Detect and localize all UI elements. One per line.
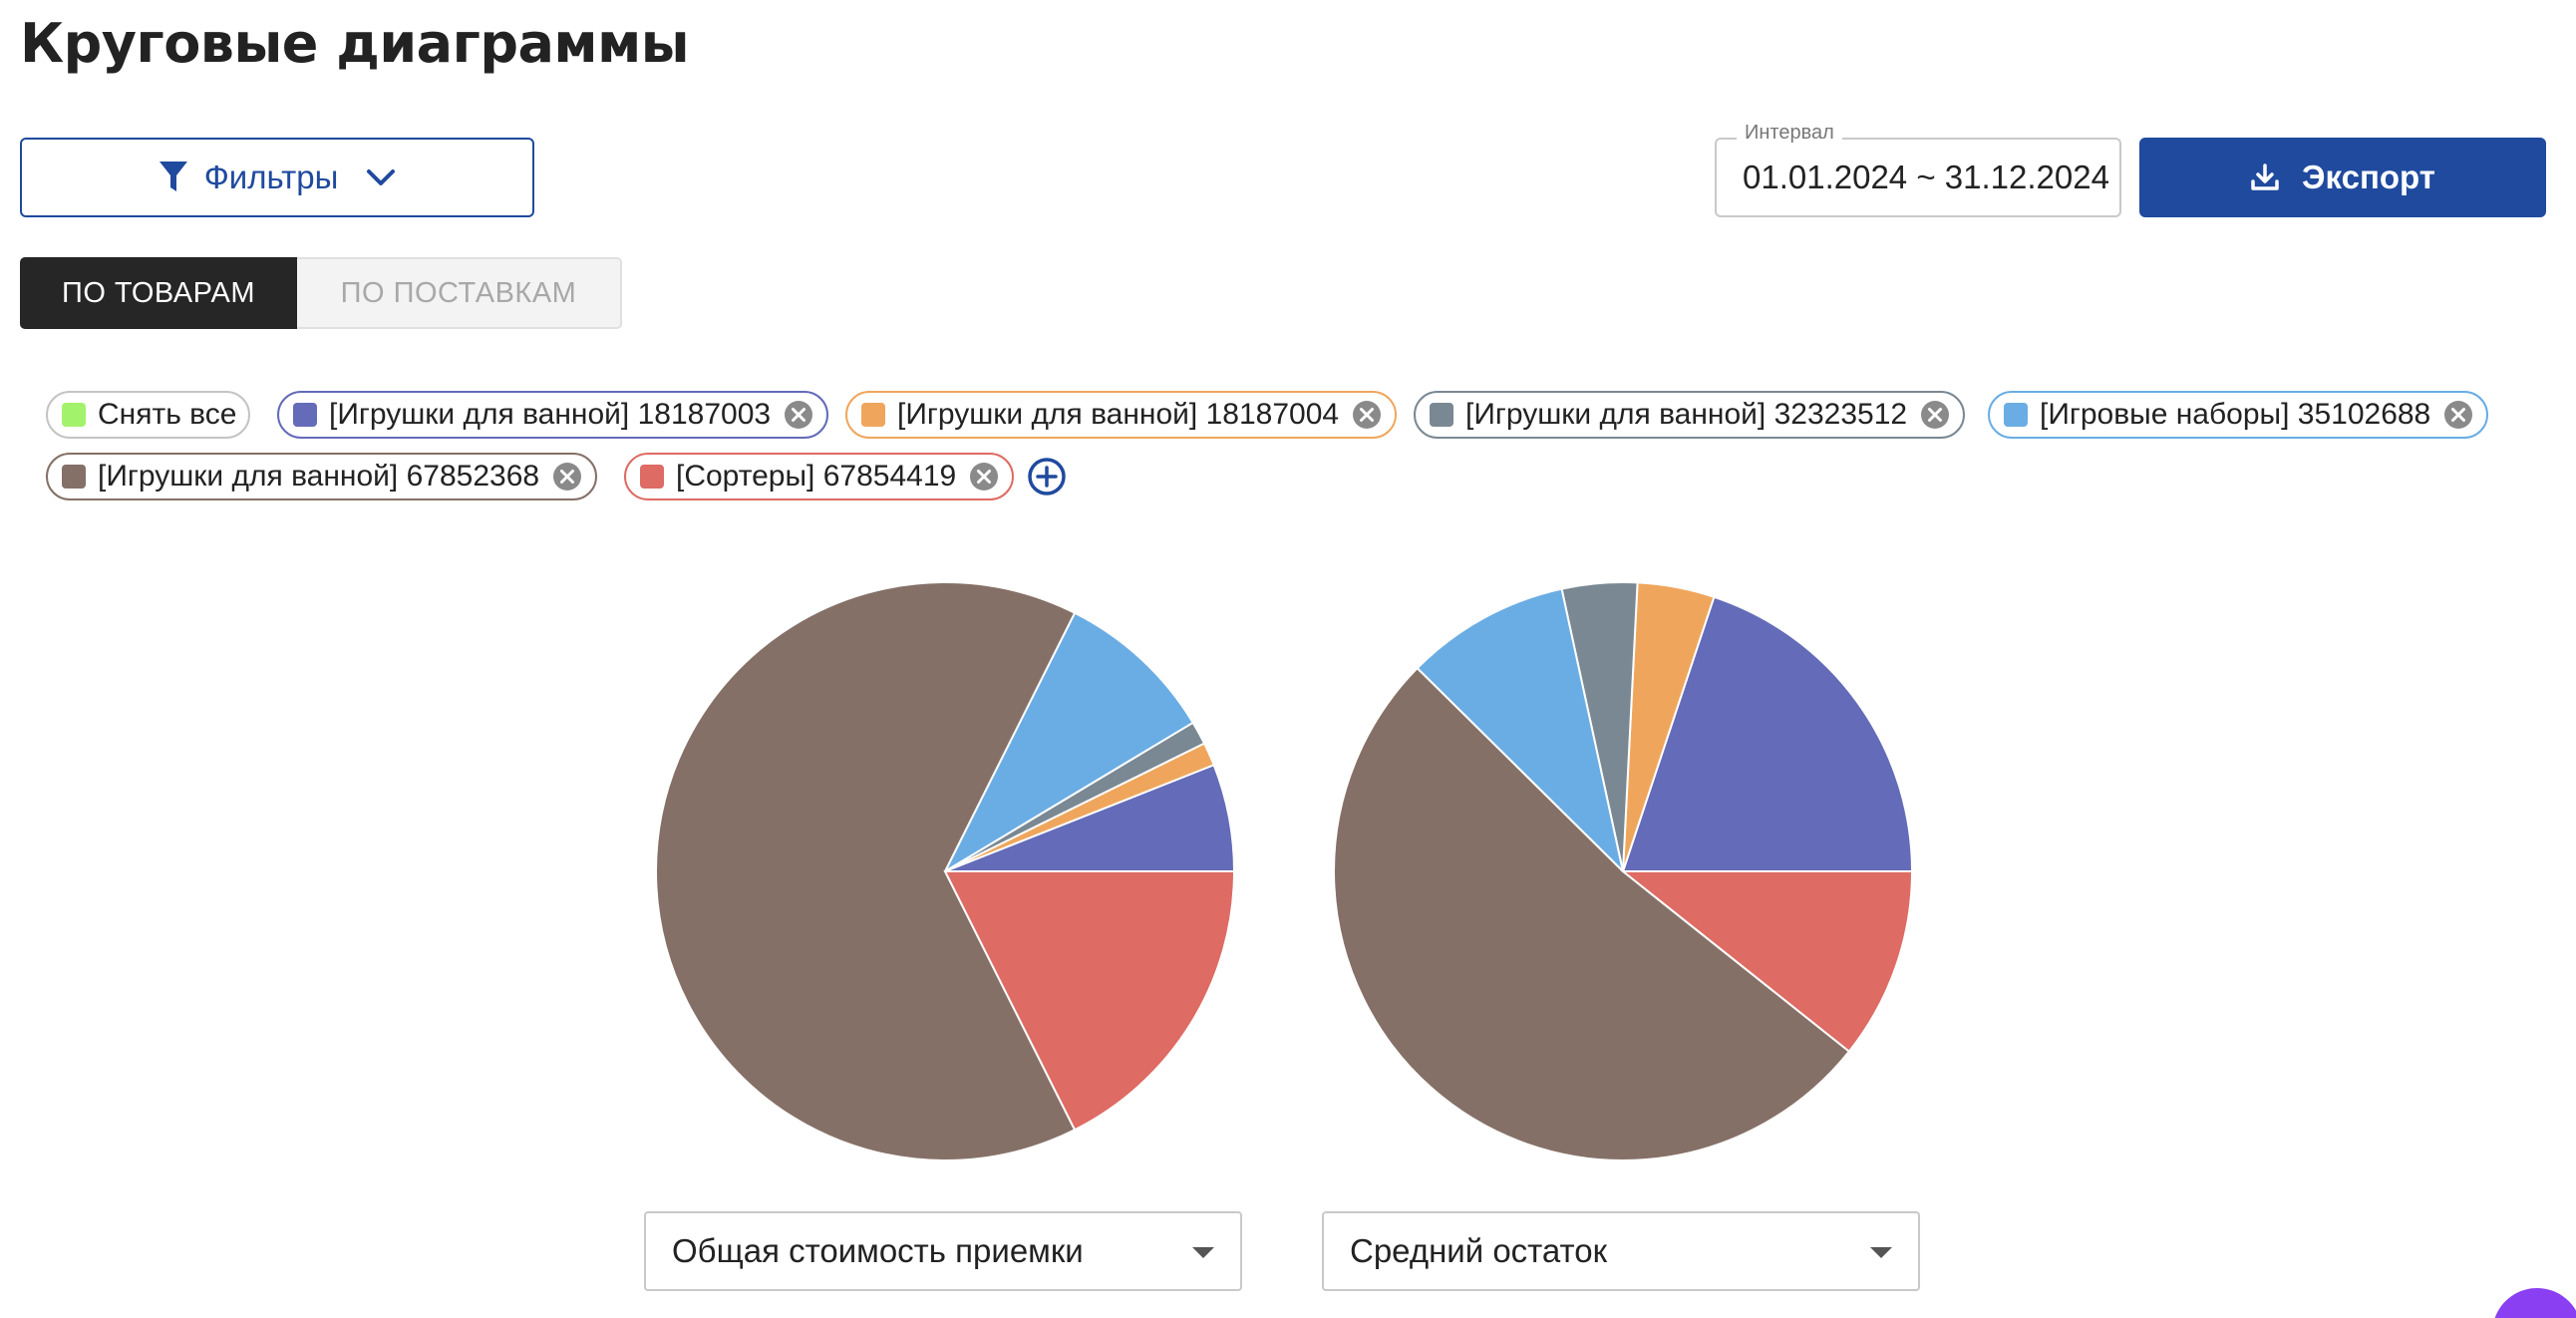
export-button[interactable]: Экспорт: [2139, 138, 2546, 217]
tab-by-products[interactable]: ПО ТОВАРАМ: [20, 257, 297, 329]
metric-select-value: Общая стоимость приемки: [672, 1232, 1084, 1269]
pie-slice[interactable]: [942, 611, 1195, 874]
pie-chart-total-receipt-cost: [655, 581, 1236, 1161]
view-tabs: ПО ТОВАРАМ ПО ПОСТАВКАМ: [20, 257, 622, 329]
caret-down-icon: [1192, 1247, 1214, 1258]
pie-slice[interactable]: [1620, 870, 1914, 1054]
metric-select-value: Средний остаток: [1350, 1232, 1608, 1269]
chip-series[interactable]: [Игрушки для ванной] 18187004: [845, 391, 1398, 439]
chip-label: [Игрушки для ванной] 32323512: [1465, 398, 1908, 431]
chip-label: [Игровые наборы] 35102688: [2040, 398, 2431, 431]
chip-series[interactable]: [Игрушки для ванной] 32323512: [1414, 391, 1966, 439]
chevron-down-icon: [367, 169, 396, 185]
interval-label: Интервал: [1737, 122, 1842, 145]
close-circle-icon[interactable]: [968, 461, 1000, 493]
chip-series[interactable]: [Игрушки для ванной] 67852368: [46, 453, 598, 500]
chip-label: [Игрушки для ванной] 67852368: [98, 460, 540, 493]
interval-field[interactable]: Интервал 01.01.2024 ~ 31.12.2024: [1715, 122, 2121, 217]
chip-label: [Игрушки для ванной] 18187004: [897, 398, 1340, 431]
pie-chart-average-stock: [1332, 581, 1914, 1161]
pie-slice[interactable]: [1332, 666, 1851, 1161]
chip-color-swatch: [62, 465, 86, 489]
chip-series[interactable]: [Игрушки для ванной] 18187003: [277, 391, 829, 439]
chip-series[interactable]: [Игровые наборы] 35102688: [1988, 391, 2489, 439]
page-title: Круговые диаграммы: [20, 12, 690, 75]
tab-by-supplies[interactable]: ПО ПОСТАВКАМ: [297, 257, 622, 329]
metric-select-right[interactable]: Средний остаток: [1322, 1211, 1920, 1291]
download-icon: [2251, 164, 2279, 190]
chip-color-swatch: [62, 403, 86, 427]
chip-color-swatch: [640, 465, 664, 489]
chip-label: [Сортеры] 67854419: [676, 460, 957, 493]
chip-label: [Игрушки для ванной] 18187003: [329, 398, 772, 431]
filters-button[interactable]: Фильтры: [20, 138, 534, 217]
pie-slice[interactable]: [655, 581, 1077, 1161]
close-circle-icon[interactable]: [1919, 399, 1951, 431]
close-circle-icon[interactable]: [783, 399, 814, 431]
pie-slice[interactable]: [943, 870, 1236, 1132]
chat-widget-button[interactable]: [2492, 1288, 2576, 1318]
chip-clear-all[interactable]: Снять все: [46, 391, 251, 439]
chip-color-swatch: [293, 403, 317, 427]
close-circle-icon[interactable]: [2442, 399, 2474, 431]
close-circle-icon[interactable]: [551, 461, 583, 493]
filters-button-label: Фильтры: [203, 159, 339, 195]
pie-slice[interactable]: [1621, 595, 1914, 872]
plus-circle-icon[interactable]: [1027, 457, 1067, 496]
export-button-label: Экспорт: [2302, 159, 2435, 195]
metric-select-left[interactable]: Общая стоимость приемки: [644, 1211, 1242, 1291]
chip-label: Снять все: [98, 398, 237, 431]
chip-color-swatch: [1430, 403, 1453, 427]
funnel-icon: [159, 162, 187, 191]
chip-color-swatch: [2004, 403, 2028, 427]
chip-color-swatch: [861, 403, 885, 427]
pie-slice[interactable]: [1416, 587, 1625, 875]
interval-value[interactable]: 01.01.2024 ~ 31.12.2024: [1743, 159, 2109, 195]
caret-down-icon: [1870, 1247, 1892, 1258]
close-circle-icon[interactable]: [1351, 399, 1383, 431]
chip-series[interactable]: [Сортеры] 67854419: [624, 453, 1015, 500]
